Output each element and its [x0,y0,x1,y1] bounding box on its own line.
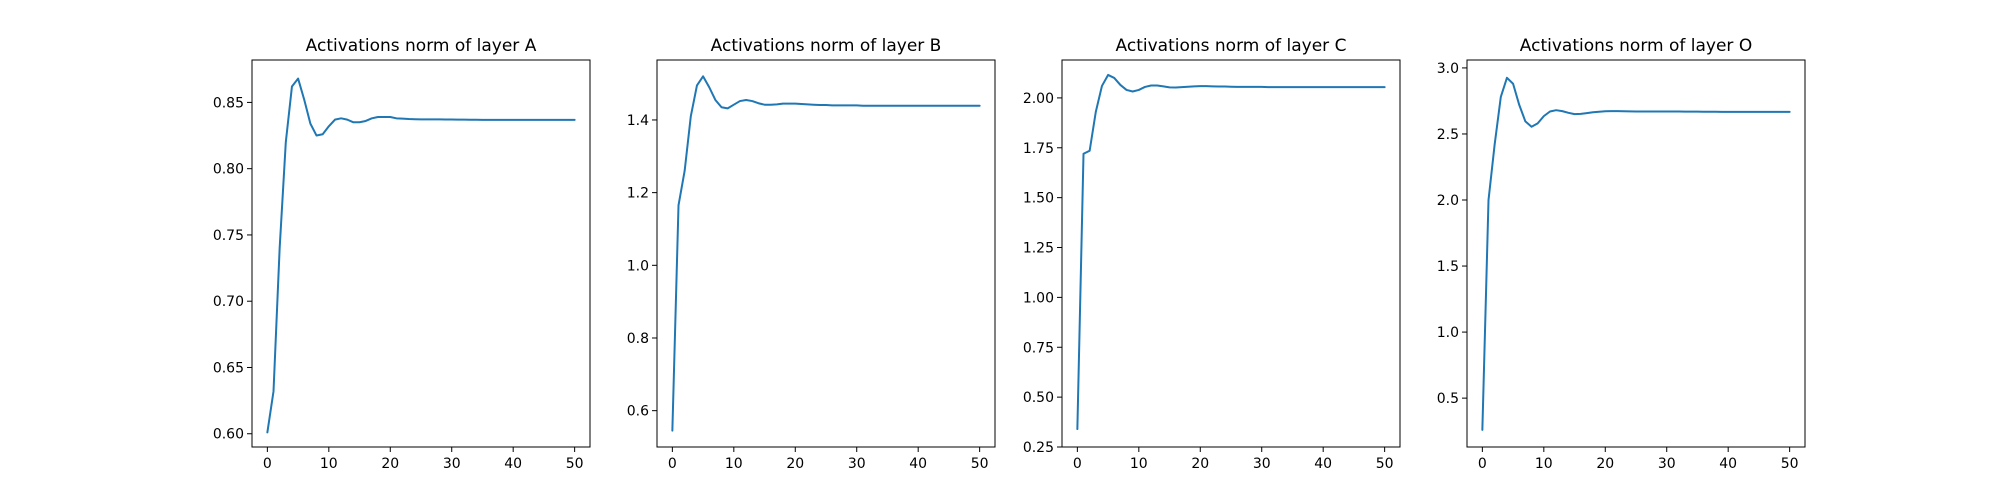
subplot-layer-b: Activations norm of layer B 0 10 20 30 40 50 0.… [627,36,996,472]
x-tick-label: 0 [1478,456,1487,472]
chart-title: Activations norm of layer C [1116,36,1347,56]
axes-frame [251,59,591,448]
series-line [266,77,576,434]
series-line [671,75,981,432]
x-tick-label: 20 [786,456,804,472]
x-tick-label: 30 [848,456,866,472]
y-tick-label: 0.6 [627,404,649,420]
x-tick-label: 40 [504,456,522,472]
subplots: Activations norm of layer A 0 10 20 30 40 50 0.… [213,36,1806,472]
chart-title: Activations norm of layer A [306,36,537,56]
x-tick-label: 20 [1191,456,1209,472]
x-tick-label: 50 [566,456,584,472]
y-tick-label: 1.25 [1023,241,1054,257]
y-tick-label: 0.85 [213,95,244,111]
x-tick-label: 20 [1596,456,1614,472]
x-tick-label: 10 [1130,456,1148,472]
x-tick-label: 20 [381,456,399,472]
y-tick-label: 0.50 [1023,390,1054,406]
y-tick-label: 0.65 [213,360,244,376]
series-line [1076,73,1386,431]
y-tick-label: 0.25 [1023,440,1054,456]
y-tick-label: 0.8 [627,331,649,347]
subplot-layer-c: Activations norm of layer C 0 10 20 30 40 50 0.… [1023,36,1401,472]
axes-frame [1466,59,1806,448]
y-tick-label: 1.2 [627,186,649,202]
y-tick-label: 0.60 [213,427,244,443]
x-tick-label: 40 [1719,456,1737,472]
x-tick-label: 50 [1376,456,1394,472]
chart-title: Activations norm of layer O [1520,36,1752,56]
y-tick-label: 1.50 [1023,191,1054,207]
x-tick-label: 30 [1253,456,1271,472]
y-tick-label: 0.75 [213,228,244,244]
x-tick-label: 0 [1073,456,1082,472]
x-tick-label: 40 [1314,456,1332,472]
x-tick-label: 30 [443,456,461,472]
x-tick-label: 0 [263,456,272,472]
y-tick-label: 1.5 [1437,259,1459,275]
x-tick-label: 40 [909,456,927,472]
series-line [1481,76,1791,431]
x-tick-label: 30 [1658,456,1676,472]
y-tick-label: 1.0 [627,258,649,274]
x-tick-label: 10 [725,456,743,472]
x-tick-label: 50 [971,456,989,472]
y-tick-label: 1.0 [1437,325,1459,341]
x-tick-label: 0 [668,456,677,472]
y-tick-label: 2.00 [1023,91,1054,107]
axes-frame [656,59,996,448]
x-tick-label: 50 [1781,456,1799,472]
y-tick-label: 0.70 [213,294,244,310]
y-tick-label: 2.0 [1437,193,1459,209]
axes-frame [1061,59,1401,448]
y-tick-label: 1.00 [1023,290,1054,306]
chart-title: Activations norm of layer B [711,36,942,56]
x-tick-label: 10 [320,456,338,472]
y-tick-label: 1.75 [1023,141,1054,157]
y-tick-label: 0.80 [213,162,244,178]
y-tick-label: 0.5 [1437,391,1459,407]
subplot-layer-a: Activations norm of layer A 0 10 20 30 40 50 0.… [213,36,591,472]
x-tick-label: 10 [1535,456,1553,472]
y-tick-label: 3.0 [1437,61,1459,77]
subplot-layer-o: Activations norm of layer O 0 10 20 30 40 50 0.… [1437,36,1806,472]
y-tick-label: 1.4 [627,113,649,129]
y-tick-label: 0.75 [1023,340,1054,356]
y-tick-label: 2.5 [1437,127,1459,143]
